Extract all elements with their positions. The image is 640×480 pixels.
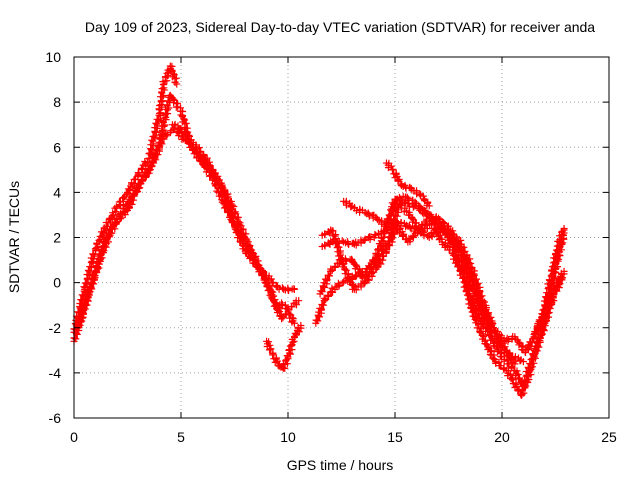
y-tick-label: 10 — [45, 49, 61, 65]
series-track-4 — [168, 120, 303, 314]
y-axis-title: SDTVAR / TECUs — [6, 181, 22, 293]
track-markers — [70, 62, 180, 334]
y-tick-label: -6 — [49, 410, 62, 426]
x-tick-label: 5 — [177, 429, 185, 445]
x-axis-title: GPS time / hours — [287, 457, 394, 473]
x-tick-label: 10 — [280, 429, 296, 445]
x-tick-label: 15 — [387, 429, 403, 445]
track-markers — [171, 120, 300, 314]
series-track-11 — [382, 159, 433, 210]
series-track-3 — [74, 125, 298, 332]
y-tick-label: 0 — [53, 275, 61, 291]
track-markers — [531, 226, 568, 336]
chart-title: Day 109 of 2023, Sidereal Day-to-day VTE… — [85, 19, 595, 35]
series-track-2 — [70, 62, 181, 336]
y-tick-label: -4 — [49, 365, 62, 381]
x-tick-label: 0 — [70, 429, 78, 445]
track-markers — [384, 159, 432, 209]
y-tick-label: 8 — [53, 94, 61, 110]
series-track-12 — [530, 224, 568, 339]
y-tick-label: 6 — [53, 139, 61, 155]
x-tick-label: 25 — [601, 429, 617, 445]
x-tick-label: 20 — [494, 429, 510, 445]
y-tick-label: -2 — [49, 320, 62, 336]
axis-ticks — [73, 56, 610, 419]
tick-labels: 0 5 10 15 20 25 -6 -4 -2 0 2 4 6 8 10 — [45, 49, 617, 445]
y-tick-label: 4 — [53, 184, 61, 200]
data-points — [70, 62, 568, 399]
series-track-5 — [263, 321, 305, 372]
series-track-10 — [340, 194, 568, 357]
track-markers — [263, 323, 305, 372]
y-tick-label: 2 — [53, 230, 61, 246]
